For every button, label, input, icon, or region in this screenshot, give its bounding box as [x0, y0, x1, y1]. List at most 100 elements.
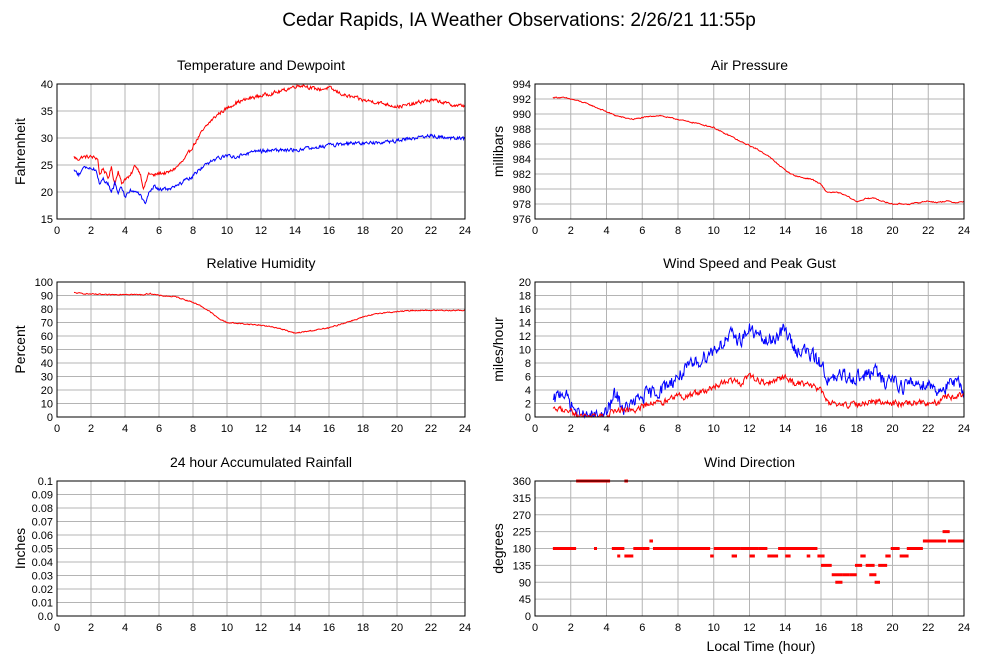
y-tick-label: 70 — [41, 318, 53, 330]
y-axis-title: miles/hour — [490, 317, 506, 382]
x-tick-label: 4 — [603, 423, 609, 435]
y-tick-label: 180 — [513, 544, 531, 556]
y-tick-label: 80 — [41, 304, 53, 316]
x-tick-label: 12 — [743, 225, 755, 237]
x-tick-label: 22 — [922, 423, 934, 435]
x-tick-label: 2 — [568, 225, 574, 237]
y-tick-label: 6 — [525, 372, 531, 384]
x-tick-label: 8 — [675, 225, 681, 237]
x-tick-label: 20 — [886, 622, 898, 634]
x-tick-label: 12 — [255, 225, 267, 237]
x-tick-label: 16 — [815, 423, 827, 435]
x-tick-label: 2 — [88, 622, 94, 634]
y-tick-label: 980 — [513, 184, 531, 196]
y-tick-label: 990 — [513, 109, 531, 121]
x-tick-label: 2 — [568, 622, 574, 634]
y-tick-label: 45 — [519, 594, 531, 606]
x-tick-label: 2 — [88, 225, 94, 237]
x-tick-label: 6 — [156, 423, 162, 435]
x-tick-label: 16 — [323, 622, 335, 634]
y-tick-label: 20 — [41, 385, 53, 397]
y-tick-label: 0.08 — [32, 503, 53, 515]
y-tick-label: 976 — [513, 214, 531, 226]
y-tick-label: 8 — [525, 358, 531, 370]
y-tick-label: 0.0 — [38, 611, 53, 623]
x-tick-label: 4 — [603, 225, 609, 237]
x-tick-label: 22 — [425, 225, 437, 237]
x-tick-label: 12 — [255, 622, 267, 634]
x-tick-label: 0 — [54, 225, 60, 237]
x-tick-label: 22 — [922, 225, 934, 237]
x-tick-label: 18 — [851, 225, 863, 237]
page-title: Cedar Rapids, IA Weather Observations: 2… — [282, 10, 756, 31]
plot-frame — [534, 83, 965, 220]
x-tick-label: 6 — [639, 423, 645, 435]
plot-frame — [534, 480, 965, 617]
y-tick-label: 30 — [41, 372, 53, 384]
x-tick-label: 14 — [289, 423, 301, 435]
x-tick-label: 20 — [886, 225, 898, 237]
x-tick-label: 18 — [357, 225, 369, 237]
series-line-1 — [73, 83, 466, 191]
x-tick-label: 20 — [391, 622, 403, 634]
x-tick-label: 8 — [190, 622, 196, 634]
x-tick-label: 12 — [255, 423, 267, 435]
y-tick-label: 30 — [41, 133, 53, 145]
x-tick-label: 18 — [851, 423, 863, 435]
x-tick-label: 16 — [323, 423, 335, 435]
x-tick-label: 18 — [357, 622, 369, 634]
x-tick-label: 8 — [190, 225, 196, 237]
y-tick-label: 4 — [525, 385, 531, 397]
x-tick-label: 4 — [122, 225, 128, 237]
y-tick-label: 225 — [513, 527, 531, 539]
x-tick-label: 14 — [779, 423, 791, 435]
y-tick-label: 10 — [519, 345, 531, 357]
x-tick-label: 20 — [391, 225, 403, 237]
y-tick-label: 982 — [513, 169, 531, 181]
y-tick-label: 0.04 — [32, 557, 53, 569]
y-tick-label: 0.01 — [32, 598, 53, 610]
x-tick-label: 24 — [958, 622, 970, 634]
y-tick-label: 16 — [519, 304, 531, 316]
y-tick-label: 90 — [41, 291, 53, 303]
x-tick-label: 14 — [779, 622, 791, 634]
y-tick-label: 978 — [513, 199, 531, 211]
x-tick-label: 14 — [289, 225, 301, 237]
x-tick-label: 22 — [425, 423, 437, 435]
x-tick-label: 10 — [708, 225, 720, 237]
y-tick-label: 270 — [513, 510, 531, 522]
x-tick-label: 8 — [675, 423, 681, 435]
y-tick-label: 18 — [519, 291, 531, 303]
x-axis-title: Local Time (hour) — [707, 638, 816, 654]
chart-title: Wind Direction — [704, 454, 795, 470]
y-tick-label: 0 — [525, 611, 531, 623]
y-tick-label: 20 — [519, 277, 531, 289]
y-axis-title: degrees — [490, 523, 506, 574]
x-tick-label: 16 — [815, 622, 827, 634]
x-tick-label: 10 — [708, 622, 720, 634]
y-tick-label: 984 — [513, 154, 531, 166]
chart-title: Air Pressure — [711, 57, 788, 73]
y-axis-title: Fahrenheit — [12, 118, 28, 185]
x-tick-label: 20 — [886, 423, 898, 435]
y-tick-label: 0.02 — [32, 584, 53, 596]
plot-frame — [56, 281, 466, 418]
x-tick-label: 2 — [88, 423, 94, 435]
plot-frame — [56, 83, 466, 220]
y-tick-label: 35 — [41, 106, 53, 118]
y-tick-label: 0.06 — [32, 530, 53, 542]
x-tick-label: 6 — [156, 225, 162, 237]
series-line-2 — [552, 372, 965, 418]
y-tick-label: 315 — [513, 493, 531, 505]
plot-frame — [534, 281, 965, 418]
y-tick-label: 25 — [41, 160, 53, 172]
x-tick-label: 10 — [708, 423, 720, 435]
x-tick-label: 16 — [815, 225, 827, 237]
x-tick-label: 6 — [156, 622, 162, 634]
y-tick-label: 90 — [519, 577, 531, 589]
y-tick-label: 15 — [41, 214, 53, 226]
x-tick-label: 22 — [425, 622, 437, 634]
